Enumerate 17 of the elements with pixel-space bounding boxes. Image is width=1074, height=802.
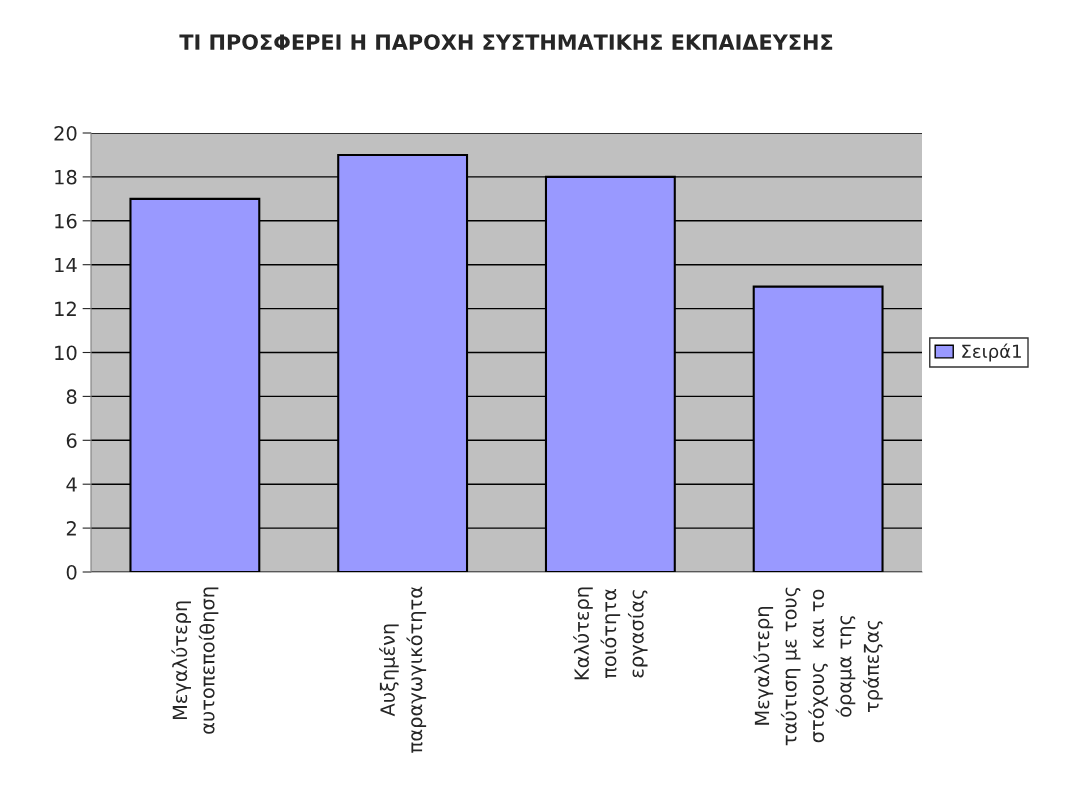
y-tick-label: 4 [66, 477, 77, 492]
y-tick-label: 18 [55, 169, 77, 185]
y-tick-label: 14 [55, 257, 77, 273]
y-tick-label: 2 [66, 521, 76, 536]
y-tick-label: 10 [55, 345, 77, 361]
y-tick-label: 6 [66, 433, 77, 448]
y-tick-label: 0 [66, 564, 77, 580]
x-tick-label: Μεγαλύτερη αυτοπεποίθηση [171, 587, 219, 734]
chart-title: ΤΙ ΠΡΟΣΦΕΡΕΙ Η ΠΑΡΟΧΗ ΣΥΣΤΗΜΑΤΙΚΗΣ ΕΚΠΑΙΔΕΥΣΗΣ [179, 34, 833, 50]
y-tick-label: 12 [55, 301, 76, 316]
y-tick-label: 16 [55, 213, 77, 229]
x-tick-label: Αυξημένη παραγωγικότητα [379, 586, 427, 753]
legend-label: Σειρά1 [962, 343, 1021, 362]
x-tick-label: Μεγαλύτερη ταύτιση με τους στόχους και το όραμα της τράπεζας [753, 587, 883, 746]
x-tick-label: Καλύτερη ποιότητα εργασίας [573, 587, 648, 680]
y-tick-label: 20 [54, 125, 77, 141]
y-tick-label: 8 [66, 389, 77, 405]
